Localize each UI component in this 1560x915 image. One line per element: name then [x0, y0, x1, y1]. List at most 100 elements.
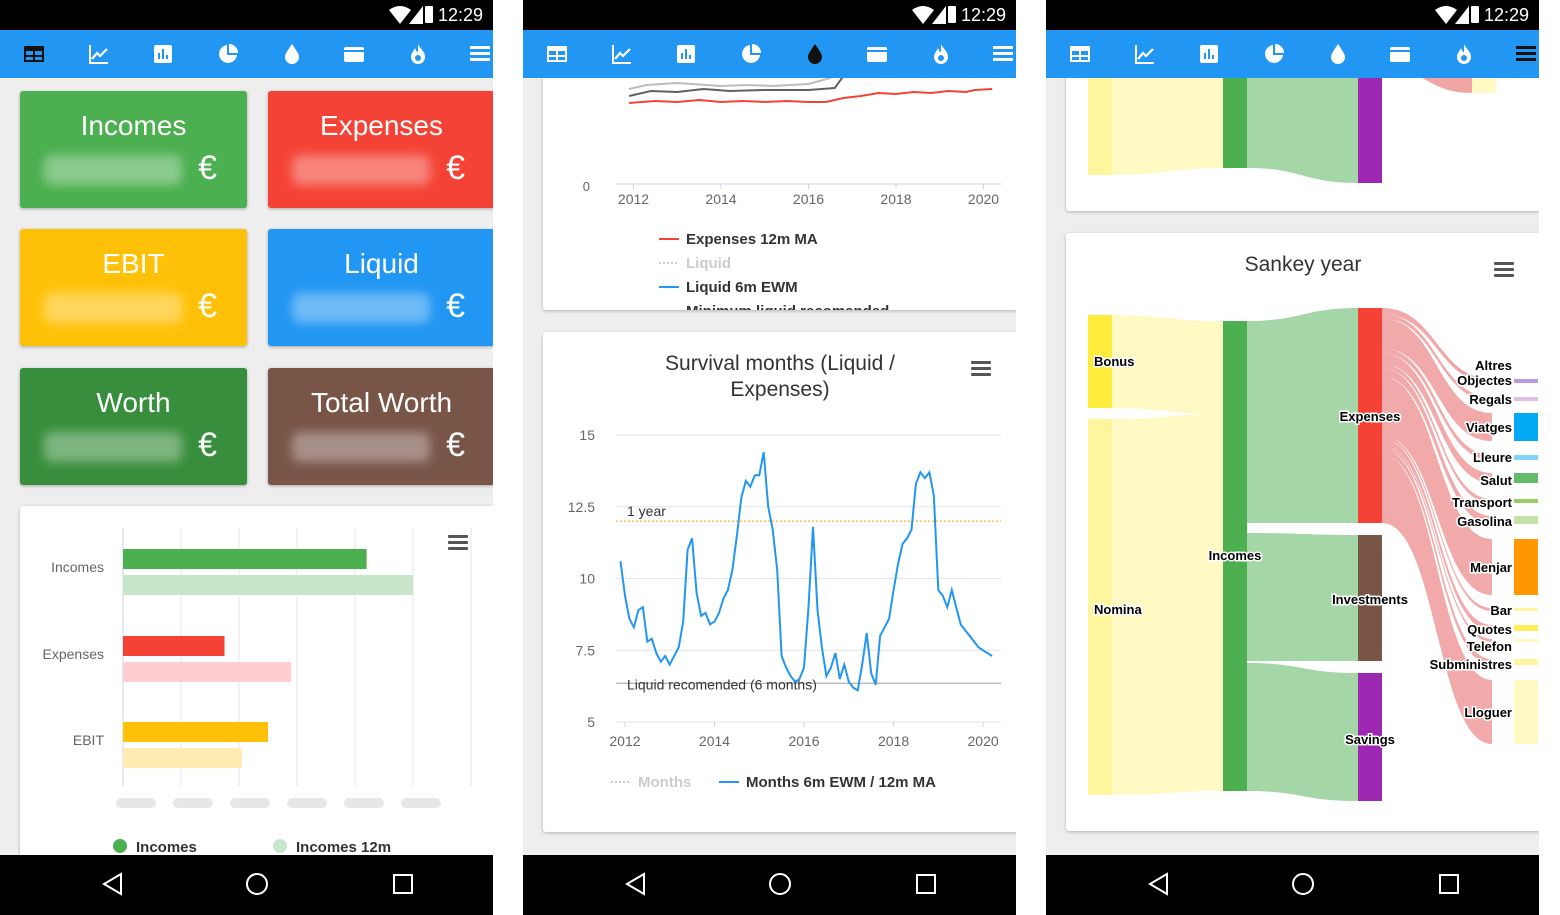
link-expenses-altres [1382, 308, 1492, 381]
blurred-value [44, 432, 182, 462]
menu-icon[interactable] [991, 42, 1015, 66]
y-tick-label: 12.5 [568, 499, 595, 515]
fire-icon[interactable] [1452, 42, 1476, 66]
node-savings [1358, 673, 1382, 801]
phone-screen-dashboard: 12:29 Incomes € Expenses € EBIT € Liquid [0, 0, 493, 915]
home-icon[interactable] [1291, 872, 1315, 896]
y-tick-label: 15 [579, 427, 595, 443]
blurred-value [292, 293, 430, 323]
line-chart-icon[interactable] [610, 42, 634, 66]
bar-chart-icon[interactable] [151, 42, 175, 66]
bar-chart-card: Incomes Expenses EBIT Incomes Incomes 12m [20, 506, 493, 855]
back-icon[interactable] [624, 872, 648, 896]
expenses-tile[interactable]: Expenses € [268, 91, 493, 208]
blurred-value [44, 155, 182, 185]
menu-icon[interactable] [468, 42, 492, 66]
drop-icon[interactable] [280, 42, 304, 66]
app-toolbar [1046, 30, 1539, 78]
tile-currency: € [198, 426, 217, 464]
x-tick-label: 2020 [968, 733, 999, 749]
link-expenses-bar [1382, 436, 1492, 611]
incomes-tile[interactable]: Incomes € [20, 91, 247, 208]
line-chart-icon[interactable] [87, 42, 111, 66]
node-nomina [1088, 78, 1112, 175]
recents-icon[interactable] [1437, 872, 1461, 896]
chart-title: Sankey year [1245, 253, 1362, 276]
pie-chart-icon[interactable] [1262, 42, 1286, 66]
blurred-value [44, 293, 182, 323]
menu-icon[interactable] [1514, 42, 1538, 66]
line-chart-icon[interactable] [1133, 42, 1157, 66]
blurred-tick [116, 798, 156, 808]
category-label: Incomes [51, 559, 104, 575]
worth-tile[interactable]: Worth € [20, 368, 247, 485]
status-bar: 12:29 [1046, 0, 1539, 30]
phone-screen-sankey: 12:29 Sankey year Bonus Nomina Incomes Expen… [1046, 0, 1539, 915]
chart-title: Survival months (Liquid / [665, 352, 895, 375]
tile-title: Total Worth [310, 387, 453, 418]
fire-icon[interactable] [406, 42, 430, 66]
category-label: Expenses [43, 646, 104, 662]
home-icon[interactable] [768, 872, 792, 896]
status-time: 12:29 [437, 5, 483, 25]
link-expenses-gasolina [1382, 368, 1492, 524]
recents-icon[interactable] [914, 872, 938, 896]
chart-menu-icon[interactable] [448, 535, 468, 551]
bar-chart-icon[interactable] [1197, 42, 1221, 66]
liquid-tile[interactable]: Liquid € [268, 229, 493, 346]
node-label: Gasolina [1457, 514, 1513, 529]
link-expenses-telefon [1382, 445, 1492, 642]
pie-chart-icon[interactable] [216, 42, 240, 66]
node-label: Altres [1475, 358, 1512, 373]
pie-chart-icon[interactable] [739, 42, 763, 66]
drop-icon[interactable] [1326, 42, 1350, 66]
wifi-icon [389, 6, 411, 24]
x-tick-label: 2014 [705, 191, 736, 207]
wallet-icon[interactable] [1388, 42, 1412, 66]
app-toolbar [0, 30, 493, 78]
x-tick-label: 2014 [699, 733, 730, 749]
home-icon[interactable] [245, 872, 269, 896]
bar-incomes-avg [123, 575, 413, 595]
node-label: Savings [1345, 732, 1395, 747]
drop-icon[interactable] [803, 42, 827, 66]
table-icon[interactable] [545, 42, 569, 66]
y-tick-label: 7.5 [576, 642, 596, 658]
y-tick-label: 10 [579, 571, 595, 587]
annotation-label: Liquid recomended (6 months) [627, 676, 817, 692]
chart-menu-icon[interactable] [1494, 262, 1514, 278]
link-expenses-viatges [1382, 318, 1492, 441]
link-expenses-regals [1382, 314, 1492, 401]
bar-chart-icon[interactable] [674, 42, 698, 66]
x-tick-label: 2020 [968, 191, 999, 207]
node-label: Quotes [1467, 622, 1512, 637]
legend-label: Minimum liquid recomended [686, 303, 889, 310]
y-tick-label: 0 [583, 179, 590, 194]
sankey-year-card: Sankey year Bonus Nomina Incomes Expenses Inv… [1066, 233, 1539, 831]
nav-bar [1046, 855, 1539, 915]
blurred-tick [230, 798, 270, 808]
link-incomes-savings [1247, 78, 1358, 183]
fire-icon[interactable] [929, 42, 953, 66]
wallet-icon[interactable] [342, 42, 366, 66]
expenses-12m-line [629, 88, 993, 104]
back-icon[interactable] [101, 872, 125, 896]
node-lleure [1514, 455, 1538, 460]
node-label: Nomina [1094, 602, 1142, 617]
wallet-icon[interactable] [865, 42, 889, 66]
x-tick-label: 2016 [793, 191, 824, 207]
recents-icon[interactable] [391, 872, 415, 896]
back-icon[interactable] [1147, 872, 1171, 896]
tile-currency: € [446, 426, 465, 464]
link-expenses-lloguer [1422, 78, 1472, 93]
ebit-tile[interactable]: EBIT € [20, 229, 247, 346]
liquid-content: 0 2012 2014 2016 2018 2020 Expenses 12m MA Liqu… [523, 78, 1016, 855]
node-telefon [1514, 639, 1538, 642]
total-worth-tile[interactable]: Total Worth € [268, 368, 493, 485]
tile-title: Incomes [80, 110, 187, 141]
signal-icon [1455, 6, 1469, 24]
table-icon[interactable] [1068, 42, 1092, 66]
chart-menu-icon[interactable] [971, 361, 991, 377]
node-incomes [1223, 78, 1247, 168]
table-icon[interactable] [22, 42, 46, 66]
